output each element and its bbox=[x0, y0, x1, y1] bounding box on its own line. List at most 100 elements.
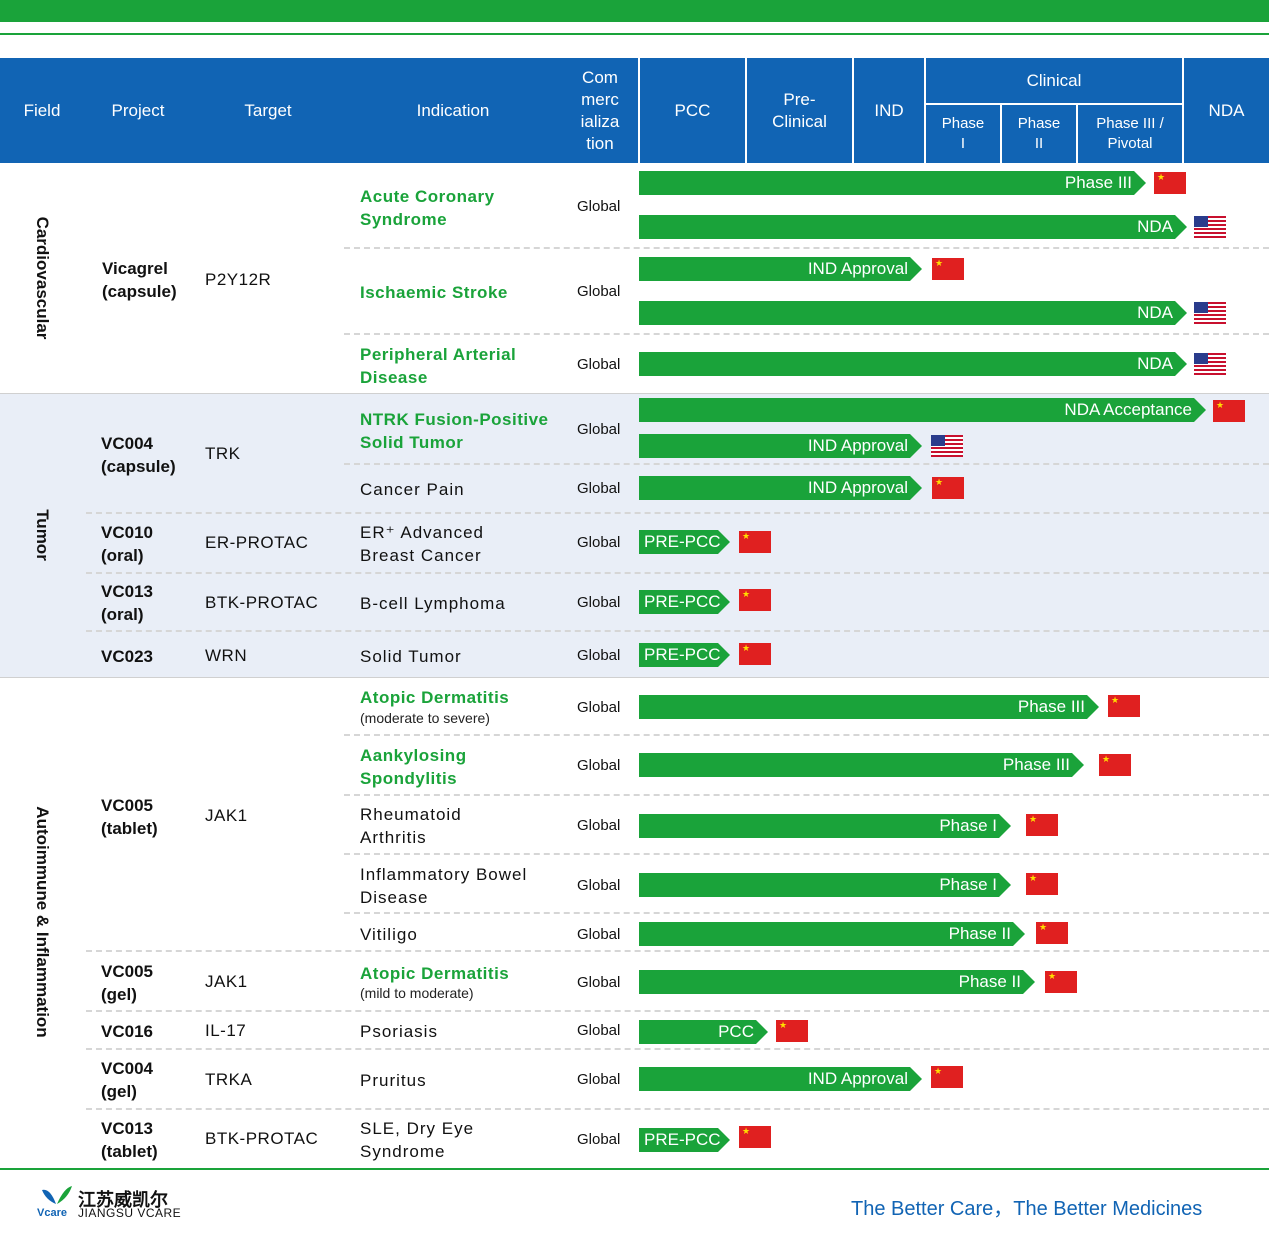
row-divider bbox=[86, 572, 1269, 574]
region-label: Global bbox=[577, 421, 621, 438]
progress-bar: IND Approval bbox=[639, 257, 922, 281]
target-jak1: JAK1 bbox=[205, 806, 248, 825]
china-flag-icon: ★ bbox=[1045, 971, 1077, 993]
progress-bar: Phase I bbox=[639, 814, 1011, 838]
progress-bar: PRE-PCC bbox=[639, 530, 730, 554]
region-label: Global bbox=[577, 757, 621, 774]
header-divider bbox=[1182, 58, 1184, 163]
progress-bar: Phase III bbox=[639, 753, 1084, 777]
indication-ibd: Inflammatory Bowel Disease bbox=[360, 865, 528, 907]
header-divider bbox=[924, 103, 1182, 105]
progress-bar: IND Approval bbox=[639, 434, 922, 458]
indication-ntrk: NTRK Fusion-Positive Solid Tumor bbox=[360, 410, 549, 452]
china-flag-icon: ★ bbox=[932, 477, 964, 499]
field-tumor: Tumor bbox=[33, 509, 52, 561]
row-divider bbox=[86, 1108, 1269, 1110]
target-jak1-gel: JAK1 bbox=[205, 972, 248, 991]
china-flag-icon: ★ bbox=[739, 589, 771, 611]
top-green-bar bbox=[0, 0, 1269, 22]
region-label: Global bbox=[577, 1022, 621, 1039]
us-flag-icon bbox=[1194, 302, 1226, 324]
region-label: Global bbox=[577, 647, 621, 664]
target-wrn: WRN bbox=[205, 646, 248, 665]
section-divider bbox=[0, 393, 1269, 394]
region-label: Global bbox=[577, 283, 621, 300]
china-flag-icon: ★ bbox=[1036, 922, 1068, 944]
us-flag-icon bbox=[1194, 216, 1226, 238]
region-label: Global bbox=[577, 594, 621, 611]
indication-atopic-dermatitis-gel: Atopic Dermatitis bbox=[360, 964, 510, 983]
region-label: Global bbox=[577, 877, 621, 894]
row-divider bbox=[344, 333, 1269, 335]
progress-bar: Phase III bbox=[639, 171, 1146, 195]
indication-sle: SLE, Dry Eye Syndrome bbox=[360, 1119, 475, 1161]
project-vc005-gel: VC005 (gel) bbox=[101, 962, 153, 1004]
china-flag-icon: ★ bbox=[1026, 873, 1058, 895]
project-vc005-tablet: VC005 (tablet) bbox=[101, 796, 158, 838]
region-label: Global bbox=[577, 534, 621, 551]
logo-english: JIANGSU VCARE bbox=[78, 1206, 182, 1220]
header-target: Target bbox=[244, 100, 292, 120]
progress-bar: PRE-PCC bbox=[639, 643, 730, 667]
china-flag-icon: ★ bbox=[1154, 172, 1186, 194]
progress-bar: NDA bbox=[639, 352, 1187, 376]
progress-bar: PRE-PCC bbox=[639, 1128, 730, 1152]
indication-b-cell: B-cell Lymphoma bbox=[360, 594, 506, 613]
header-divider bbox=[1000, 104, 1002, 163]
header-field: Field bbox=[23, 100, 61, 120]
progress-bar: IND Approval bbox=[639, 476, 922, 500]
target-p2y12r: P2Y12R bbox=[205, 270, 272, 289]
header-divider bbox=[745, 58, 747, 163]
row-divider bbox=[86, 1010, 1269, 1012]
row-divider bbox=[344, 794, 1269, 796]
us-flag-icon bbox=[931, 435, 963, 457]
header-divider bbox=[924, 58, 926, 163]
row-divider bbox=[344, 734, 1269, 736]
project-vc013-oral: VC013 (oral) bbox=[101, 582, 153, 624]
tumor-band bbox=[0, 393, 1269, 677]
header-divider bbox=[852, 58, 854, 163]
region-label: Global bbox=[577, 817, 621, 834]
indication-cancer-pain: Cancer Pain bbox=[360, 480, 465, 499]
header-commercialization: Com merc ializa tion bbox=[580, 67, 620, 153]
project-vc013-tablet: VC013 (tablet) bbox=[101, 1119, 158, 1161]
project-vicagrel: Vicagrel (capsule) bbox=[102, 259, 177, 301]
region-label: Global bbox=[577, 699, 621, 716]
header-clinical: Clinical bbox=[1026, 71, 1082, 90]
table-header: Field Project Target Indication Com merc… bbox=[0, 58, 1269, 163]
indication-ischaemic-stroke: Ischaemic Stroke bbox=[360, 283, 508, 302]
header-phase3: Phase III / Pivotal bbox=[1096, 114, 1164, 152]
region-label: Global bbox=[577, 356, 621, 373]
row-divider bbox=[86, 950, 1269, 952]
field-cardiovascular: Cardiovascular bbox=[33, 216, 52, 340]
indication-psoriasis: Psoriasis bbox=[360, 1022, 438, 1041]
logo-chinese: 江苏威凯尔 bbox=[78, 1190, 168, 1210]
header-ind: IND bbox=[874, 100, 904, 120]
header-phase1: Phase I bbox=[941, 114, 985, 152]
us-flag-icon bbox=[1194, 353, 1226, 375]
china-flag-icon: ★ bbox=[931, 1066, 963, 1088]
indication-pad: Peripheral Arterial Disease bbox=[360, 345, 517, 387]
progress-bar: NDA Acceptance bbox=[639, 398, 1206, 422]
logo-mark: Vcare bbox=[37, 1207, 67, 1219]
progress-bar: PCC bbox=[639, 1020, 768, 1044]
indication-vitiligo: Vitiligo bbox=[360, 925, 418, 944]
region-label: Global bbox=[577, 480, 621, 497]
china-flag-icon: ★ bbox=[739, 1126, 771, 1148]
china-flag-icon: ★ bbox=[739, 643, 771, 665]
indication-atopic-dermatitis-sub: (moderate to severe) bbox=[360, 710, 490, 726]
indication-pruritus: Pruritus bbox=[360, 1071, 427, 1090]
header-pcc: PCC bbox=[674, 100, 711, 120]
vcare-leaf-icon bbox=[42, 1186, 72, 1204]
region-label: Global bbox=[577, 1071, 621, 1088]
header-phase2: Phase II bbox=[1017, 114, 1061, 152]
row-divider bbox=[344, 247, 1269, 249]
indication-ra: Rheumatoid Arthritis bbox=[360, 805, 462, 847]
progress-bar: IND Approval bbox=[639, 1067, 922, 1091]
region-label: Global bbox=[577, 198, 621, 215]
china-flag-icon: ★ bbox=[1099, 754, 1131, 776]
china-flag-icon: ★ bbox=[776, 1020, 808, 1042]
target-btk-protac: BTK-PROTAC bbox=[205, 593, 319, 612]
row-divider bbox=[344, 853, 1269, 855]
progress-bar: PRE-PCC bbox=[639, 590, 730, 614]
